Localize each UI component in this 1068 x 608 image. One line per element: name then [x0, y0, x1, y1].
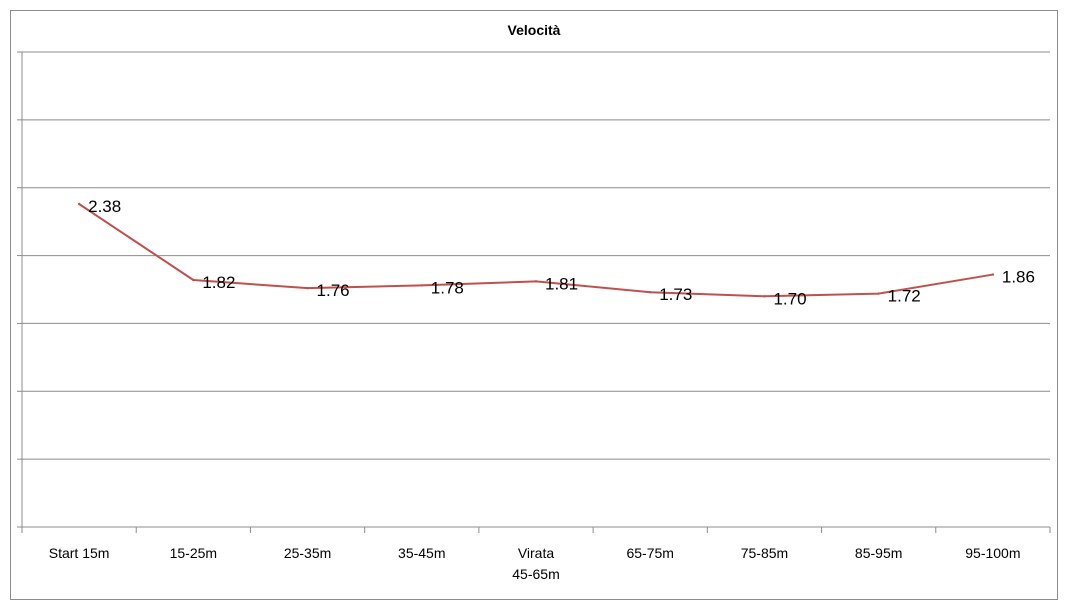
x-axis-tick-labels: Start 15m 15-25m 25-35m 35-45m Virata 45-65m 6…: [49, 545, 1021, 582]
data-point: [649, 291, 652, 294]
x-tick-label-line: 65-75m: [626, 545, 673, 561]
data-point: [877, 292, 880, 295]
data-label: 1.72: [888, 287, 921, 306]
x-tick-label-line: 95-100m: [965, 545, 1020, 561]
data-label: 2.38: [88, 197, 121, 216]
gridlines: [22, 51, 1050, 460]
data-label: 1.73: [659, 285, 692, 304]
x-tick-label-line: 35-45m: [398, 545, 445, 561]
data-point: [306, 286, 309, 290]
x-tick-label: 85-95m: [855, 545, 902, 561]
x-tick-label: 95-100m: [965, 545, 1020, 561]
x-tick-label: Virata 45-65m: [512, 545, 559, 582]
data-label: 1.78: [431, 278, 464, 297]
x-tick-label: 35-45m: [398, 545, 445, 561]
x-tick-label: Start 15m: [49, 545, 110, 561]
x-tick-label: 25-35m: [284, 545, 331, 561]
series-group: [77, 202, 995, 298]
data-label: 1.86: [1002, 268, 1035, 287]
axes: [17, 51, 1050, 528]
data-label: 1.82: [202, 273, 235, 292]
x-tick-label-line: Virata: [518, 545, 555, 561]
x-tick-label-line: Start 15m: [49, 545, 110, 561]
x-axis-ticks: [21, 527, 1051, 533]
data-point: [420, 284, 423, 287]
data-labels: 2.38 1.82 1.76 1.78 1.81 1.73 1.70 1.72 1.86: [88, 197, 1035, 308]
x-tick-label: 65-75m: [626, 545, 673, 561]
data-point: [991, 273, 995, 276]
x-tick-label-line: 25-35m: [284, 545, 331, 561]
chart-title: Velocità: [507, 22, 561, 38]
data-point: [534, 280, 538, 283]
data-point: [763, 295, 766, 298]
data-label: 1.70: [773, 289, 806, 308]
chart-frame: [10, 10, 1058, 600]
data-label: 1.81: [545, 274, 578, 293]
data-label: 1.76: [317, 281, 350, 300]
data-point: [77, 202, 81, 206]
x-tick-label-line: 75-85m: [741, 545, 788, 561]
x-tick-label-line: 85-95m: [855, 545, 902, 561]
x-tick-label: 75-85m: [741, 545, 788, 561]
x-tick-label: 15-25m: [170, 545, 217, 561]
x-tick-label-line: 45-65m: [512, 566, 559, 582]
x-tick-label-line: 15-25m: [170, 545, 217, 561]
data-point: [192, 278, 195, 282]
